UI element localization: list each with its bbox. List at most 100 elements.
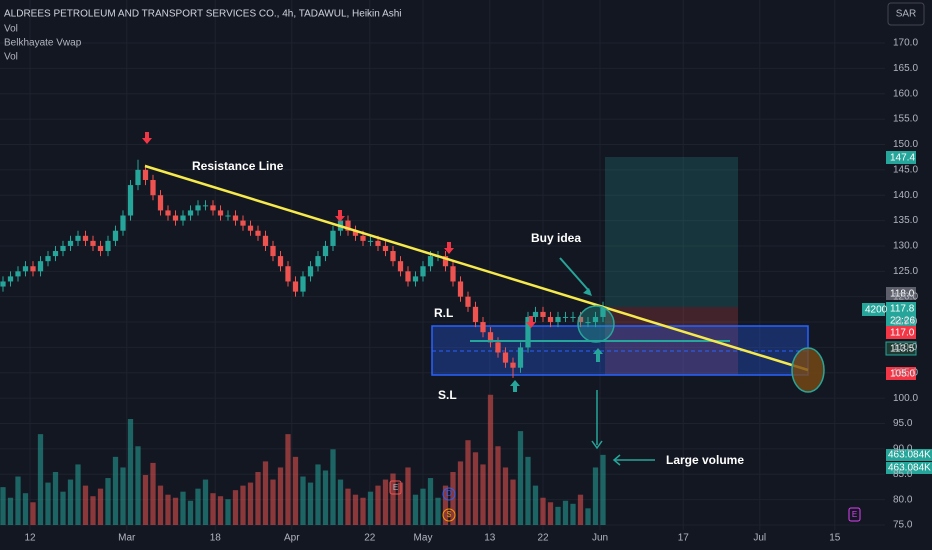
x-tick-label: 22 [537, 533, 549, 544]
volume-bar [442, 485, 449, 525]
candle-body [135, 169, 141, 186]
volume-tag: 463.084K [888, 463, 931, 474]
candle-body [157, 195, 164, 211]
volume-bar [487, 394, 494, 525]
candle-body [217, 210, 224, 216]
candle-body [495, 342, 501, 353]
candle-body [480, 322, 486, 333]
volume-bar [510, 479, 516, 525]
annotation: S.L [438, 388, 457, 402]
candle-body [142, 169, 149, 180]
volume-bar [577, 494, 584, 525]
volume-bar [600, 454, 606, 525]
candle-body [352, 230, 359, 236]
volume-bar [330, 449, 336, 525]
volume-bar [232, 490, 239, 525]
y-tick-label: 140.0 [893, 190, 918, 201]
volume-bar [472, 452, 479, 525]
candle-body [585, 322, 591, 324]
candle-body [90, 240, 96, 246]
volume-bar [592, 467, 599, 525]
volume-bar [255, 472, 261, 525]
volume-bar [570, 503, 576, 525]
candle-body [127, 185, 134, 216]
volume-bar [105, 478, 111, 525]
volume-bar [97, 488, 104, 525]
candle-body [97, 245, 104, 252]
price-tag: 117.8 [890, 304, 915, 315]
price-tag-bg [886, 287, 916, 300]
y-tick-label: 125.0 [893, 266, 918, 277]
volume-pane [0, 394, 606, 525]
candle-body [562, 316, 569, 318]
volume-bar [277, 467, 284, 525]
price-tag: 117.0 [890, 328, 915, 339]
volume-bar [142, 475, 149, 525]
y-tick-label: 170.0 [893, 38, 918, 49]
volume-bar [427, 478, 434, 525]
event-icon [389, 480, 402, 495]
candle-body [292, 281, 299, 292]
candle-body [45, 256, 51, 262]
volume-bar [30, 502, 36, 525]
price-tag-bg [886, 151, 916, 164]
volume-bar [285, 434, 291, 525]
candle-body [412, 276, 419, 282]
y-tick-label: 150.0 [893, 139, 918, 150]
volume-bar [210, 493, 216, 525]
candle-body [315, 256, 321, 267]
candle-body [67, 240, 74, 246]
candle-body [600, 307, 606, 317]
volume-tag: 463.084K [888, 450, 931, 461]
candle-body [60, 245, 66, 252]
chart-title: ALDREES PETROLEUM AND TRANSPORT SERVICES… [4, 9, 402, 20]
volume-bar [292, 456, 299, 525]
pointer-head [591, 440, 603, 450]
volume-bar [247, 482, 254, 525]
arrow-down [444, 242, 454, 254]
arrow-up [593, 348, 603, 362]
price-tag: 147.4 [890, 153, 915, 164]
volume-bar [60, 491, 66, 525]
volume-bar [322, 470, 329, 525]
volume-bar [0, 487, 6, 525]
price-tag: 118.0 [890, 289, 915, 300]
candle-body [457, 281, 464, 297]
volume-bar [382, 479, 389, 525]
volume-bar [525, 456, 531, 525]
candle-body [502, 352, 509, 363]
volume-bar [397, 482, 404, 525]
volume-bar [360, 497, 366, 525]
volume-bar [202, 479, 209, 525]
candle-body [300, 276, 306, 292]
volume-bar [240, 485, 246, 525]
currency-box [887, 2, 925, 26]
candle-body [247, 225, 254, 231]
y-tick-label: 130.0 [893, 241, 918, 252]
candle-body [165, 210, 171, 216]
events: E D $ E [389, 480, 861, 522]
y-tick-label: 95.0 [893, 418, 913, 429]
volume-bar [262, 461, 269, 525]
volume-bar [390, 473, 396, 525]
volume-bar [532, 485, 539, 525]
candle-body [487, 332, 494, 343]
x-tick-label: Jul [753, 533, 766, 544]
y-tick-label: 75.0 [893, 520, 913, 531]
volume-bar [67, 479, 74, 525]
event-icon [848, 507, 861, 522]
x-tick-label: Jun [592, 533, 608, 544]
candle-body [397, 261, 404, 272]
candle-body [277, 256, 284, 267]
volume-bar [502, 467, 509, 525]
volume-bar [112, 456, 119, 525]
y-tick-label: 105.0 [893, 367, 918, 378]
arrow-down [335, 210, 345, 222]
buy-circle [577, 305, 615, 343]
arrow-up [510, 380, 520, 392]
volume-bar [307, 482, 314, 525]
candle-body [7, 276, 14, 282]
event-icon [442, 487, 456, 501]
indicator: Belkhayate Vwap [4, 38, 82, 49]
candle-body [52, 251, 59, 257]
